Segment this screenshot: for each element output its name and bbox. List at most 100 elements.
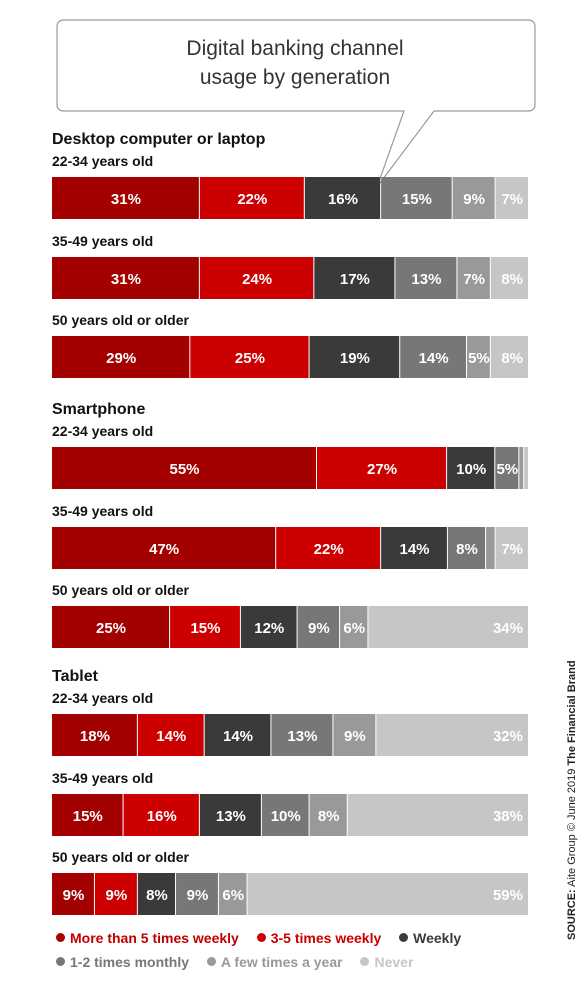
bar-segment: [381, 527, 447, 569]
bar-value-label: 10%: [271, 808, 301, 825]
legend-item-weekly: Weekly: [399, 930, 461, 946]
legend-dot-icon: [399, 933, 409, 942]
bar-segment: [486, 527, 495, 569]
bar-value-label: 15%: [402, 191, 432, 208]
bar-value-label: 7%: [501, 191, 523, 208]
legend-item-never: Never: [360, 954, 413, 970]
bar-value-label: 9%: [63, 887, 85, 904]
bar-segment: [52, 257, 199, 299]
bar-segment: [271, 714, 333, 756]
bar-value-label: 55%: [169, 461, 199, 478]
bar-segment: [333, 714, 376, 756]
bar-segment: [176, 873, 218, 915]
bar-value-label: 12%: [254, 620, 284, 637]
bar-value-label: 6%: [343, 620, 365, 637]
legend-label: Weekly: [413, 930, 462, 946]
bar-value-label: 7%: [463, 271, 485, 288]
row-label: 35-49 years old: [52, 770, 153, 786]
bar-segment: [314, 257, 395, 299]
bar-segment: [490, 336, 528, 378]
bar-value-label: 15%: [73, 808, 103, 825]
title-bubble: [56, 19, 536, 188]
legend: More than 5 times weekly 3-5 times weekl…: [56, 930, 576, 978]
row-label: 22-34 years old: [52, 153, 153, 169]
bar-value-label: 13%: [216, 808, 246, 825]
legend-dot-icon: [56, 933, 65, 942]
bar-segment: [52, 873, 94, 915]
bar-value-label: 31%: [111, 271, 141, 288]
legend-dot-icon: [206, 957, 216, 966]
legend-label: More than 5 times weekly: [70, 930, 239, 946]
bar-value-label: 8%: [456, 541, 478, 558]
bar-segment: [52, 177, 199, 219]
bar-segment: [395, 257, 457, 299]
bar-segment: [376, 714, 528, 756]
bar-value-label: 47%: [149, 541, 179, 558]
row-label: 22-34 years old: [52, 423, 153, 439]
legend-row-2: 1-2 times monthly A few times a year Nev…: [56, 954, 576, 978]
bar-segment: [495, 447, 519, 489]
chart-title-line-2: usage by generation: [199, 66, 391, 89]
source-brand: The Financial Brand: [566, 660, 578, 766]
bar-segment: [52, 714, 137, 756]
bar-segment: [524, 447, 528, 489]
legend-item-more-than-5: More than 5 times weekly: [56, 930, 239, 946]
bar-value-label: 22%: [314, 541, 344, 558]
bar-value-label: 5%: [468, 350, 490, 367]
bar-segment: [495, 177, 528, 219]
row-label: 35-49 years old: [52, 503, 153, 519]
bar-segment: [170, 606, 240, 648]
legend-label: A few times a year: [220, 954, 343, 970]
bar-segment: [340, 606, 368, 648]
group-title: Desktop computer or laptop: [52, 131, 266, 148]
bar-value-label: 9%: [344, 728, 366, 745]
bar-segment: [247, 873, 528, 915]
bar-segment: [490, 257, 528, 299]
bar-value-label: 8%: [501, 350, 523, 367]
bar-segment: [452, 177, 495, 219]
bar-value-label: 10%: [456, 461, 486, 478]
bar-segment: [457, 257, 490, 299]
source-text: Aite Group © June 2019: [566, 768, 578, 887]
bar-value-label: 16%: [147, 808, 177, 825]
bar-value-label: 7%: [501, 541, 523, 558]
bar-value-label: 14%: [223, 728, 253, 745]
chart-title-line-1: Digital banking channel: [186, 37, 404, 60]
bar-value-label: 17%: [340, 271, 370, 288]
bar-value-label: 6%: [222, 887, 244, 904]
bar-value-label: 14%: [156, 728, 186, 745]
bar-segment: [199, 177, 304, 219]
bar-value-label: 13%: [411, 271, 441, 288]
chart-title: Digital banking channel usage by generat…: [60, 34, 530, 92]
bar-segment: [466, 336, 490, 378]
bar-segment: [218, 873, 247, 915]
bar-value-label: 31%: [111, 191, 141, 208]
bar-value-label: 25%: [235, 350, 265, 367]
bar-segment: [317, 447, 447, 489]
bar-value-label: 14%: [419, 350, 449, 367]
bar-value-label: 5%: [496, 461, 518, 478]
group-title: Smartphone: [52, 401, 145, 418]
row-label: 50 years old or older: [52, 849, 189, 865]
bar-value-label: 16%: [328, 191, 358, 208]
bar-segment: [447, 527, 486, 569]
bar-value-label: 9%: [187, 887, 209, 904]
group-title: Tablet: [52, 668, 99, 685]
bar-segment: [94, 873, 137, 915]
bar-segment: [123, 794, 199, 836]
bar-segment: [52, 336, 190, 378]
legend-row-1: More than 5 times weekly 3-5 times weekl…: [56, 930, 576, 954]
bar-segment: [381, 177, 452, 219]
legend-item-3-5: 3-5 times weekly: [256, 930, 382, 946]
bar-value-label: 13%: [287, 728, 317, 745]
bar-value-label: 8%: [146, 887, 168, 904]
legend-label: 3-5 times weekly: [270, 930, 382, 946]
legend-dot-icon: [256, 933, 266, 942]
bar-value-label: 22%: [237, 191, 267, 208]
legend-dot-icon: [360, 957, 370, 966]
bar-value-label: 8%: [318, 808, 340, 825]
bar-segment: [276, 527, 381, 569]
bar-value-label: 38%: [493, 808, 523, 825]
bar-value-label: 15%: [190, 620, 220, 637]
bar-segment: [137, 873, 176, 915]
